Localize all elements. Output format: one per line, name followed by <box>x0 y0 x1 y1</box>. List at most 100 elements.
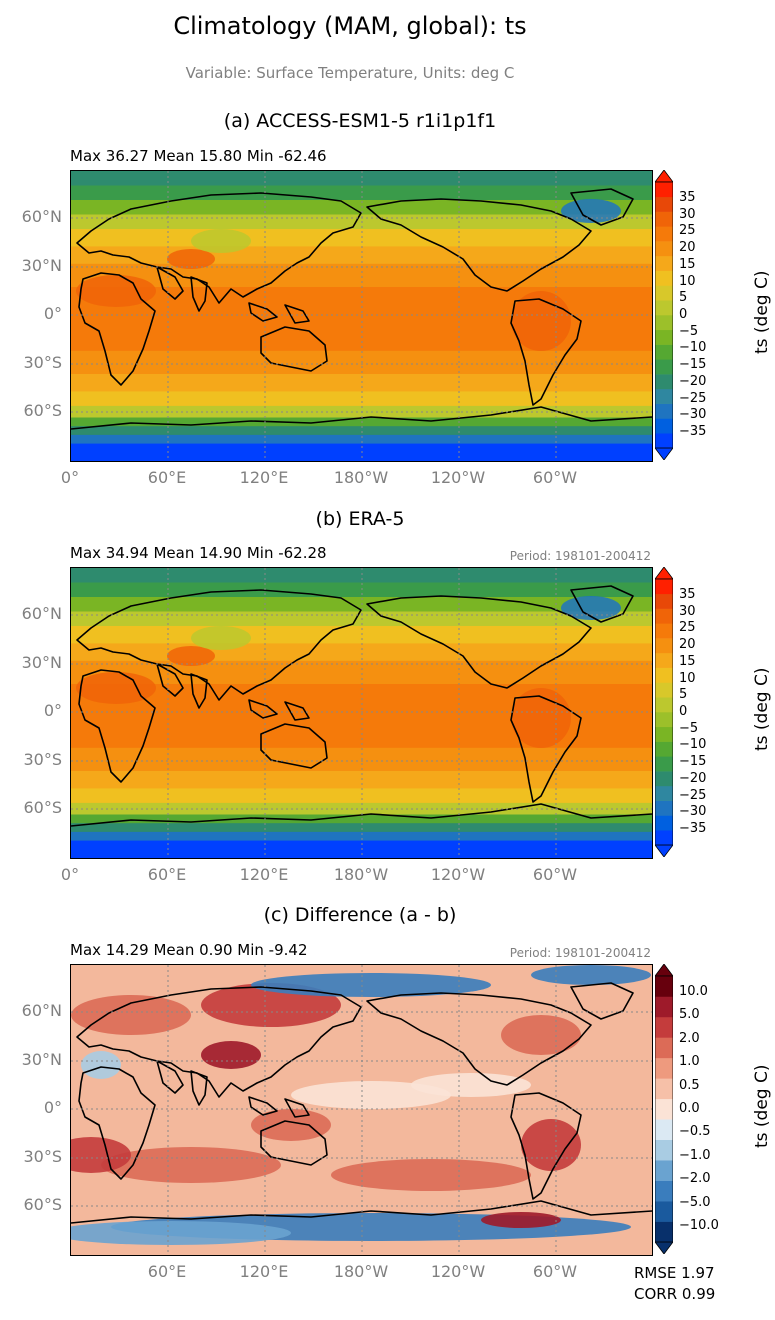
map-plot <box>70 964 653 1256</box>
y-tick-label: 60°N <box>21 207 62 226</box>
colorbar-segment <box>655 579 673 595</box>
difference-patch <box>71 1137 131 1173</box>
x-tick-label: 180°W <box>333 468 389 487</box>
difference-patch <box>481 1212 561 1228</box>
x-tick-label: 120°W <box>430 468 486 487</box>
colorbar-segment <box>655 667 673 683</box>
colorbar-segment <box>655 996 673 1018</box>
coastline <box>156 1060 184 1094</box>
colorbar-tick-label: 5 <box>679 687 688 703</box>
colorbar-segment <box>655 1098 673 1120</box>
colorbar-tick-label: 10.0 <box>679 984 708 999</box>
difference-patch <box>201 1041 261 1069</box>
coastline <box>366 992 592 1086</box>
colorbar-tick-label: 5 <box>679 290 688 306</box>
coastline <box>248 302 278 322</box>
colorbar-label: ts (deg C) <box>752 1064 772 1148</box>
colorbar-segment <box>655 756 673 772</box>
coastline <box>78 669 156 783</box>
y-tick-label: 60°N <box>21 1001 62 1020</box>
map-canvas <box>71 171 652 461</box>
difference-patch <box>71 995 191 1035</box>
temperature-band <box>71 788 652 804</box>
colorbar-tick-label: −2.0 <box>679 1171 711 1187</box>
colorbar-segment <box>655 285 673 301</box>
colorbar-segment <box>655 344 673 360</box>
panel-period: Period: 198101-200412 <box>509 549 651 563</box>
colorbar-segment <box>655 741 673 757</box>
colorbar-tick-label: −30 <box>679 407 707 423</box>
temperature-band <box>71 568 652 583</box>
colorbar-extend-low <box>655 447 673 460</box>
colorbar-tick-label: 0 <box>679 307 688 322</box>
colorbar-tick-label: 30 <box>679 206 696 222</box>
colorbar-segment <box>655 1139 673 1161</box>
y-tick-label: 30°S <box>23 750 62 769</box>
temperature-band <box>71 426 652 436</box>
coastline <box>76 192 362 304</box>
coastline <box>190 276 208 312</box>
colorbar-segment <box>655 315 673 331</box>
colorbar-segment <box>655 1016 673 1038</box>
x-tick-label: 180°W <box>333 865 389 884</box>
coastline <box>366 198 592 292</box>
difference-patch <box>531 965 651 985</box>
colorbar-outline <box>655 181 673 449</box>
colorbar-segment <box>655 255 673 271</box>
colorbar-segment <box>655 1057 673 1079</box>
y-tick-label: 0° <box>43 701 62 720</box>
colorbar-tick-label: 0.5 <box>679 1077 700 1093</box>
coastline <box>156 663 184 697</box>
temperature-band <box>71 823 652 833</box>
coastline <box>260 326 328 372</box>
x-tick-label: 60°W <box>532 865 578 884</box>
x-tick-label: 60°E <box>147 865 187 884</box>
colorbar-segment <box>655 771 673 787</box>
colorbar-segment <box>655 1037 673 1059</box>
coastline <box>260 1120 328 1166</box>
figure-subtitle: Variable: Surface Temperature, Units: de… <box>185 64 515 82</box>
colorbar-segment <box>655 388 673 404</box>
coastline <box>570 585 634 623</box>
colorbar <box>655 567 673 857</box>
panel-stats: Max 36.27 Mean 15.80 Min -62.46 <box>70 147 327 165</box>
map-plot <box>70 170 653 462</box>
coastline <box>510 1092 582 1200</box>
colorbar-tick-label: −10 <box>679 737 707 753</box>
colorbar-segment <box>655 1078 673 1100</box>
colorbar-segment <box>655 652 673 668</box>
colorbar-label: ts (deg C) <box>752 667 772 751</box>
y-tick-label: 30°N <box>21 256 62 275</box>
x-tick-label: 120°E <box>239 1262 289 1281</box>
coastline <box>190 673 208 709</box>
colorbar-segment <box>655 211 673 227</box>
colorbar-tick-label: −30 <box>679 804 707 820</box>
colorbar-extend-low <box>655 844 673 857</box>
coastline <box>156 266 184 300</box>
map-canvas <box>71 568 652 858</box>
colorbar-segment <box>655 403 673 419</box>
colorbar-segment <box>655 182 673 198</box>
colorbar-tick-label: −10 <box>679 340 707 356</box>
colorbar-segment <box>655 300 673 316</box>
colorbar-segment <box>655 196 673 212</box>
colorbar-segment <box>655 726 673 742</box>
difference-patch <box>81 1051 121 1079</box>
coastline <box>248 1096 278 1116</box>
colorbar-tick-label: 5.0 <box>679 1007 700 1023</box>
y-tick-label: 0° <box>43 1098 62 1117</box>
colorbar-segment <box>655 270 673 286</box>
colorbar-tick-label: 25 <box>679 620 696 636</box>
colorbar-tick-label: −5.0 <box>679 1194 711 1210</box>
colorbar-tick-label: 35 <box>679 587 696 602</box>
coastline <box>510 695 582 803</box>
colorbar-tick-label: −25 <box>679 787 707 803</box>
colorbar-tick-label: 20 <box>679 637 696 653</box>
temperature-anomaly-patch <box>191 626 251 650</box>
colorbar-segment <box>655 359 673 375</box>
coastline <box>570 188 634 226</box>
y-tick-label: 30°S <box>23 353 62 372</box>
colorbar-segment <box>655 608 673 624</box>
colorbar-segment <box>655 418 673 434</box>
x-tick-label: 120°E <box>239 865 289 884</box>
